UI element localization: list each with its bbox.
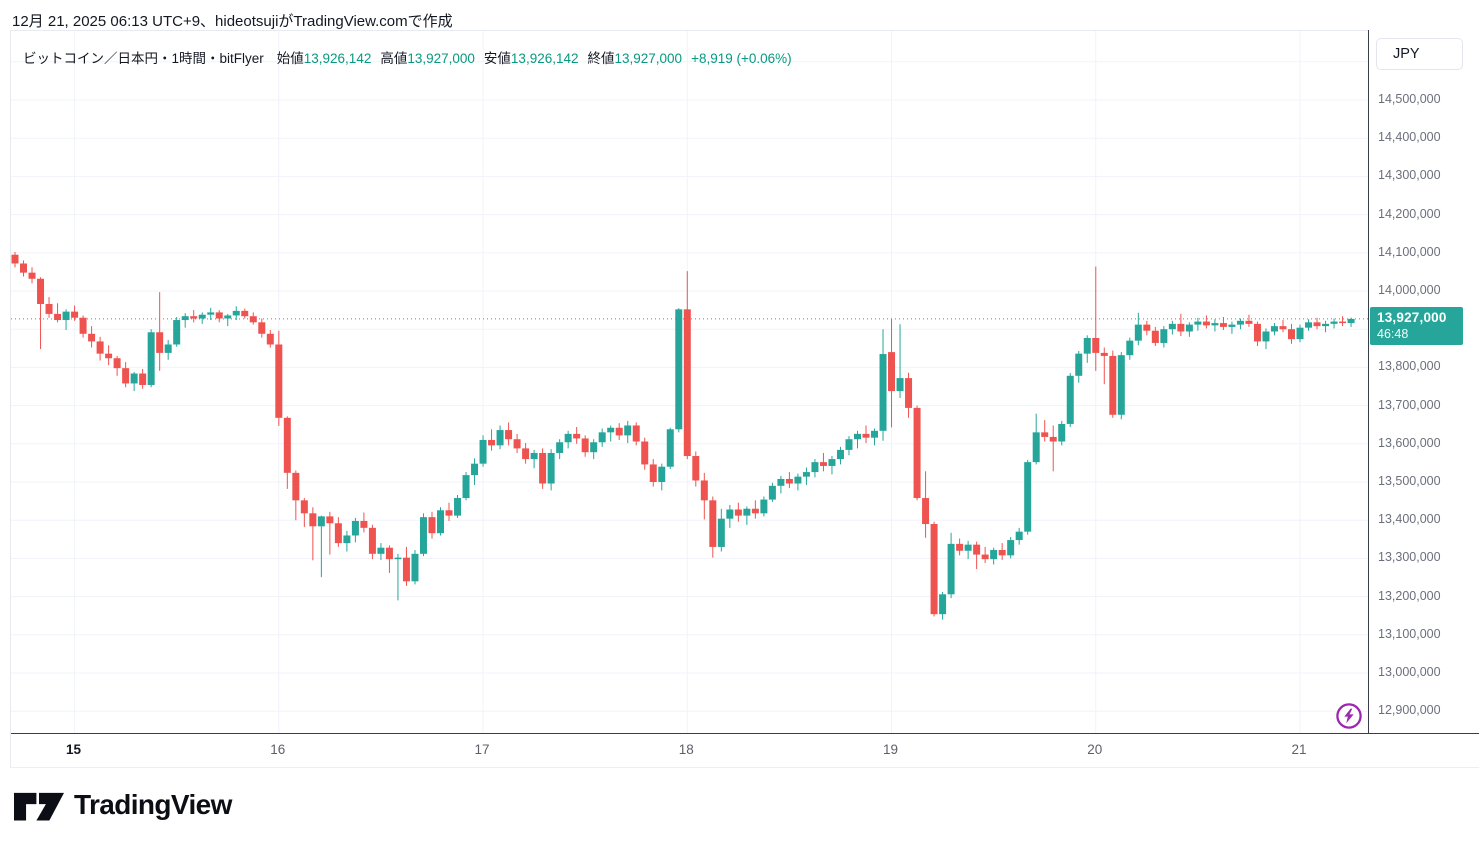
- time-axis[interactable]: 15 16 17 18 19 20 21: [10, 733, 1479, 768]
- open-value: 13,926,142: [303, 51, 372, 66]
- price-axis-label: 13,300,000: [1378, 550, 1441, 565]
- currency-toggle-button[interactable]: JPY: [1376, 38, 1463, 70]
- lightning-bolt-icon: [1336, 703, 1362, 729]
- price-axis-label: 14,000,000: [1378, 283, 1441, 297]
- low-value: 13,926,142: [510, 51, 579, 66]
- price-axis-label: 13,800,000: [1378, 359, 1441, 374]
- last-price-badge: 13,927,000 46:48: [1370, 306, 1463, 345]
- price-axis-label: 14,400,000: [1378, 130, 1441, 145]
- price-axis-label: 14,200,000: [1378, 206, 1441, 221]
- low-field: 安値13,926,142: [483, 51, 579, 66]
- close-value: 13,927,000: [614, 51, 683, 66]
- date-label: 17: [474, 742, 490, 757]
- price-axis-label: 13,600,000: [1378, 435, 1441, 450]
- chart-left-border: [10, 30, 11, 767]
- tradingview-logo[interactable]: TradingView: [14, 786, 232, 824]
- chart-pane[interactable]: ビットコイン／日本円・1時間・bitFlyer 始値13,926,142 高値1…: [10, 30, 1369, 734]
- price-axis-label: 13,200,000: [1378, 588, 1441, 603]
- chart-legend: ビットコイン／日本円・1時間・bitFlyer 始値13,926,142 高値1…: [23, 47, 792, 67]
- close-field: 終値13,927,000: [587, 51, 683, 66]
- attribution-text: 12月 21, 2025 06:13 UTC+9、hideotsujiがTrad…: [12, 13, 453, 30]
- candlestick-plot[interactable]: [11, 31, 1369, 734]
- price-axis-label: 12,900,000: [1378, 703, 1441, 718]
- high-value: 13,927,000: [407, 51, 475, 66]
- date-label: 18: [678, 742, 694, 757]
- price-axis-label: 13,500,000: [1378, 474, 1441, 488]
- date-label: 20: [1087, 742, 1103, 757]
- load-realtime-data-button[interactable]: [1334, 701, 1364, 731]
- tradingview-mark-icon: [14, 792, 64, 821]
- price-axis[interactable]: JPY 14,500,000 14,400,000 14,300,000 14,200…: [1368, 30, 1479, 767]
- date-label: 15: [66, 742, 82, 757]
- price-axis-label: 14,500,000: [1378, 92, 1441, 106]
- symbol-description[interactable]: ビットコイン／日本円・1時間・bitFlyer: [23, 51, 264, 66]
- bar-countdown: 46:48: [1377, 326, 1409, 341]
- price-axis-label: 13,100,000: [1378, 626, 1441, 641]
- change-value: +8,919 (+0.06%): [691, 51, 792, 66]
- date-label: 21: [1291, 742, 1307, 757]
- last-price-value: 13,927,000: [1377, 309, 1447, 325]
- price-axis-label: 13,400,000: [1378, 512, 1441, 527]
- price-axis-label: 13,000,000: [1378, 665, 1441, 679]
- price-axis-label: 14,100,000: [1378, 244, 1441, 259]
- open-field: 始値13,926,142: [276, 51, 372, 66]
- price-axis-label: 13,700,000: [1378, 397, 1441, 412]
- date-label: 16: [270, 742, 286, 757]
- high-field: 高値13,927,000: [380, 51, 475, 66]
- date-label: 19: [883, 742, 899, 757]
- logo-text: TradingView: [74, 789, 232, 820]
- widget-bottom-border: [10, 767, 1479, 768]
- price-axis-label: 14,300,000: [1378, 168, 1441, 183]
